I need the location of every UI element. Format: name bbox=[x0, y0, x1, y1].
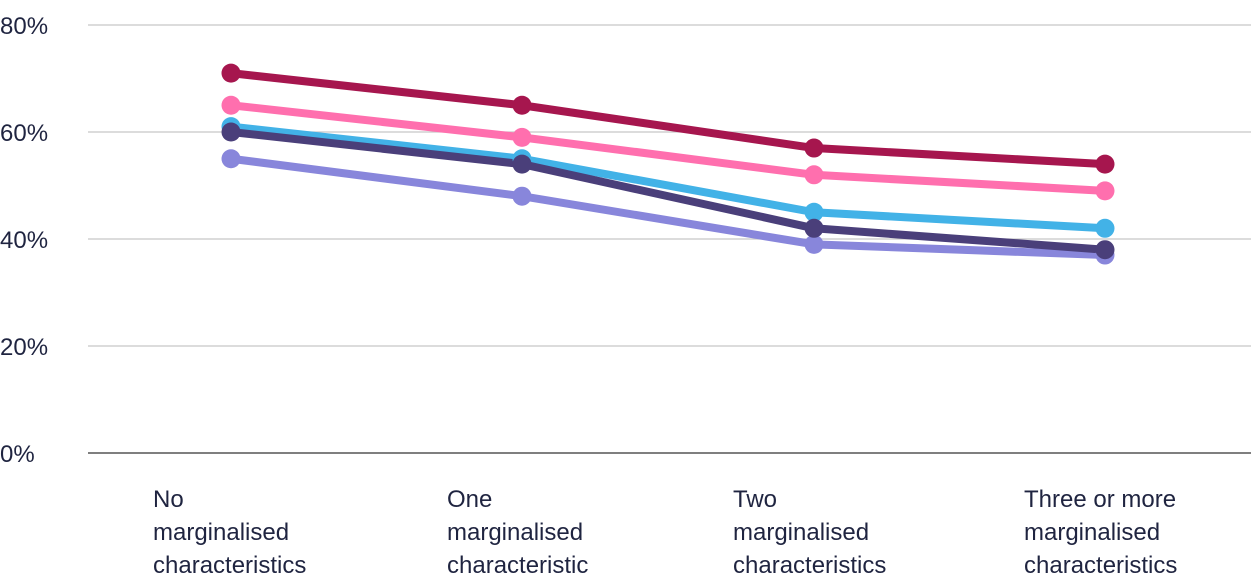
series-point bbox=[221, 149, 241, 169]
y-tick-label: 40% bbox=[0, 227, 48, 254]
series-point bbox=[221, 63, 241, 83]
series-points bbox=[221, 63, 1115, 265]
series-point bbox=[512, 127, 532, 147]
x-axis-category-labels: No marginalised characteristics One marginal… bbox=[153, 486, 1177, 579]
y-axis-tick-labels: 0% 20% 40% 60% 80% bbox=[0, 13, 48, 468]
series-line bbox=[227, 101, 1109, 195]
series-point bbox=[512, 95, 532, 115]
series-point bbox=[1095, 154, 1115, 174]
gridlines bbox=[88, 24, 1251, 454]
x-category-label: No marginalised characteristics bbox=[153, 486, 306, 579]
series-point bbox=[221, 95, 241, 115]
series-point bbox=[804, 138, 824, 158]
series-line bbox=[227, 69, 1109, 169]
x-category-label: Two marginalised characteristics bbox=[733, 486, 886, 579]
y-tick-label: 60% bbox=[0, 120, 48, 147]
series-line bbox=[227, 122, 1109, 233]
series-point bbox=[512, 154, 532, 174]
series-line bbox=[227, 154, 1109, 260]
series-point bbox=[221, 122, 241, 142]
series-point bbox=[804, 218, 824, 238]
series-lines bbox=[227, 69, 1109, 260]
series-point bbox=[1095, 240, 1115, 260]
series-point bbox=[512, 186, 532, 206]
y-tick-label: 80% bbox=[0, 13, 48, 40]
y-tick-label: 0% bbox=[0, 441, 35, 468]
series-point bbox=[804, 202, 824, 222]
series-line bbox=[227, 128, 1109, 254]
x-category-label: One marginalised characteristic bbox=[447, 486, 588, 579]
series-point bbox=[804, 234, 824, 254]
series-point bbox=[804, 165, 824, 185]
x-category-label: Three or more marginalised characteristics bbox=[1024, 486, 1177, 579]
series-point bbox=[1095, 218, 1115, 238]
series-point bbox=[1095, 181, 1115, 201]
y-tick-label: 20% bbox=[0, 334, 48, 361]
